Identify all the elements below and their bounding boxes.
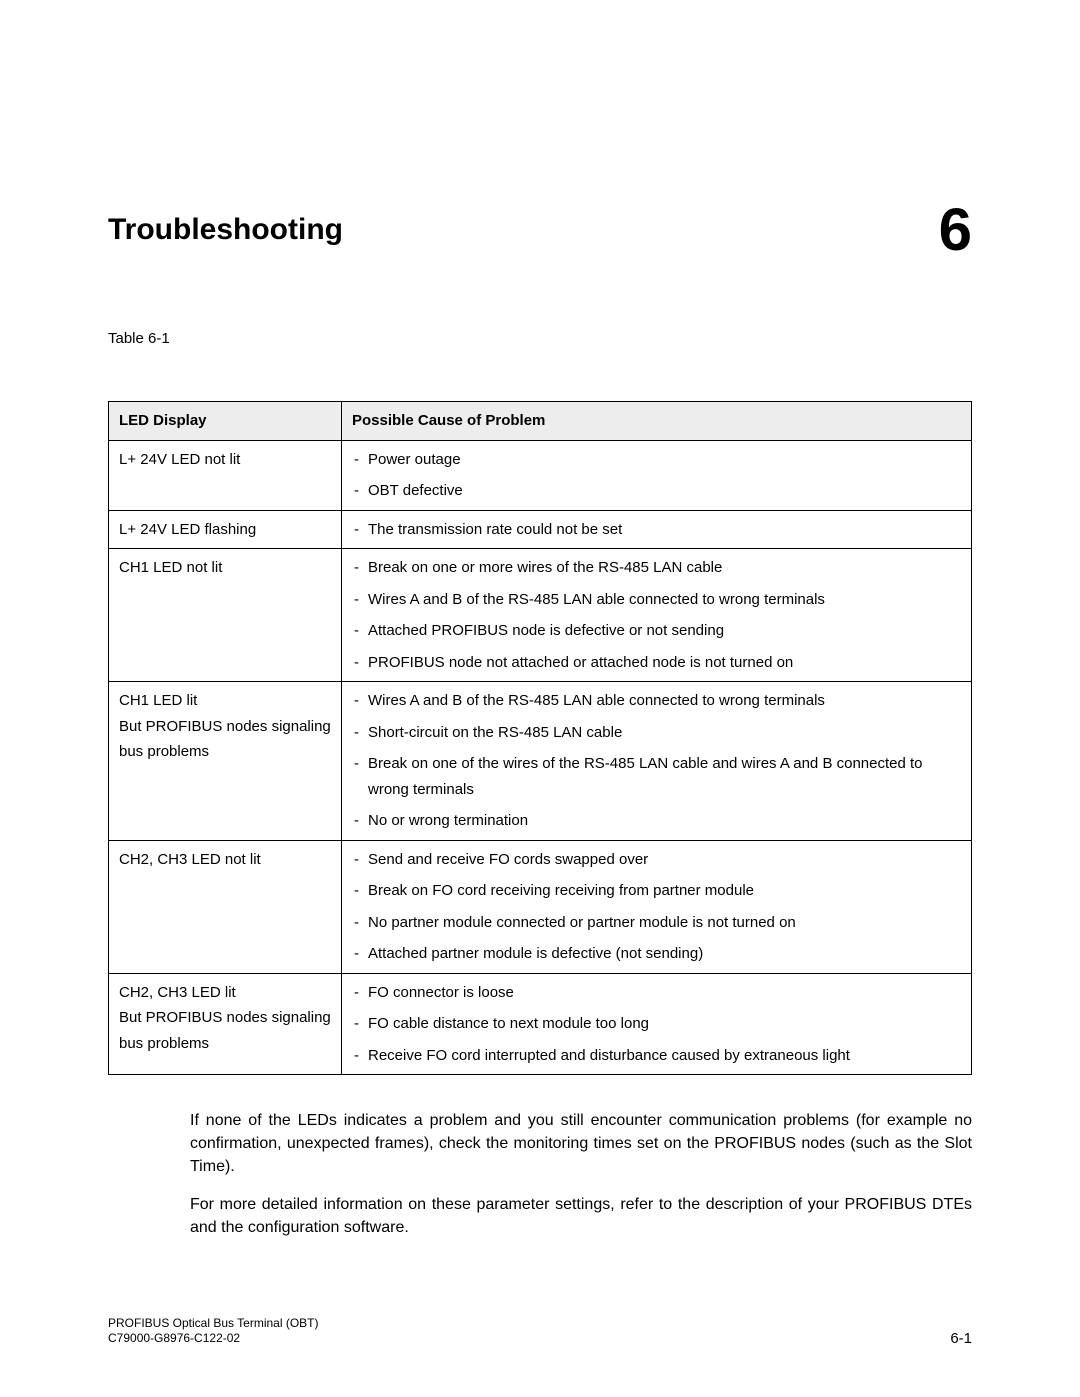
cause-item: FO cable distance to next module too lon…	[366, 1011, 961, 1037]
page-footer: PROFIBUS Optical Bus Terminal (OBT) C790…	[108, 1316, 972, 1347]
table-row: CH2, CH3 LED litBut PROFIBUS nodes signa…	[109, 973, 972, 1075]
cell-possible-cause: The transmission rate could not be set	[342, 510, 972, 549]
cell-led-display: CH1 LED not lit	[109, 549, 342, 682]
cell-possible-cause: FO connector is loose FO cable distance t…	[342, 973, 972, 1075]
cause-item: Wires A and B of the RS-485 LAN able con…	[366, 688, 961, 714]
title-row: Troubleshooting 6	[108, 200, 972, 260]
footer-doc-title: PROFIBUS Optical Bus Terminal (OBT)	[108, 1316, 319, 1332]
cause-item: Power outage	[366, 447, 961, 473]
cell-possible-cause: Send and receive FO cords swapped over Br…	[342, 840, 972, 973]
col-header-led: LED Display	[109, 402, 342, 441]
cause-item: Break on one of the wires of the RS-485 …	[366, 751, 961, 802]
body-paragraphs: If none of the LEDs indicates a problem …	[190, 1109, 972, 1239]
footer-page-number: 6-1	[950, 1330, 972, 1347]
cell-possible-cause: Power outage OBT defective	[342, 440, 972, 510]
table-row: CH1 LED not lit Break on one or more wire…	[109, 549, 972, 682]
col-header-cause: Possible Cause of Problem	[342, 402, 972, 441]
table-row: CH1 LED litBut PROFIBUS nodes signaling …	[109, 682, 972, 841]
cause-item: Short-circuit on the RS-485 LAN cable	[366, 720, 961, 746]
paragraph: If none of the LEDs indicates a problem …	[190, 1109, 972, 1179]
cause-item: No or wrong termination	[366, 808, 961, 834]
cell-possible-cause: Break on one or more wires of the RS-485…	[342, 549, 972, 682]
cause-item: The transmission rate could not be set	[366, 517, 961, 543]
table-row: L+ 24V LED flashing The transmission rate…	[109, 510, 972, 549]
cause-item: Wires A and B of the RS-485 LAN able con…	[366, 587, 961, 613]
cause-item: OBT defective	[366, 478, 961, 504]
troubleshooting-table: LED Display Possible Cause of Problem L+…	[108, 401, 972, 1075]
cell-led-display: CH2, CH3 LED not lit	[109, 840, 342, 973]
cell-led-display: L+ 24V LED flashing	[109, 510, 342, 549]
table-row: L+ 24V LED not lit Power outage OBT defect…	[109, 440, 972, 510]
cause-item: Attached partner module is defective (no…	[366, 941, 961, 967]
cause-item: Break on one or more wires of the RS-485…	[366, 555, 961, 581]
table-header-row: LED Display Possible Cause of Problem	[109, 402, 972, 441]
footer-doc-code: C79000-G8976-C122-02	[108, 1331, 319, 1347]
cause-item: Receive FO cord interrupted and disturba…	[366, 1043, 961, 1069]
cause-item: Attached PROFIBUS node is defective or n…	[366, 618, 961, 644]
table-caption: Table 6-1	[108, 330, 972, 347]
cell-possible-cause: Wires A and B of the RS-485 LAN able con…	[342, 682, 972, 841]
cause-item: FO connector is loose	[366, 980, 961, 1006]
chapter-number: 6	[939, 200, 972, 260]
cause-item: Break on FO cord receiving receiving fro…	[366, 878, 961, 904]
table-row: CH2, CH3 LED not litSend and receive FO …	[109, 840, 972, 973]
cell-led-display: CH2, CH3 LED litBut PROFIBUS nodes signa…	[109, 973, 342, 1075]
cause-item: Send and receive FO cords swapped over	[366, 847, 961, 873]
cell-led-display: CH1 LED litBut PROFIBUS nodes signaling …	[109, 682, 342, 841]
paragraph: For more detailed information on these p…	[190, 1193, 972, 1239]
cell-led-display: L+ 24V LED not lit	[109, 440, 342, 510]
cause-item: No partner module connected or partner m…	[366, 910, 961, 936]
cause-item: PROFIBUS node not attached or attached n…	[366, 650, 961, 676]
page-title: Troubleshooting	[108, 213, 343, 247]
